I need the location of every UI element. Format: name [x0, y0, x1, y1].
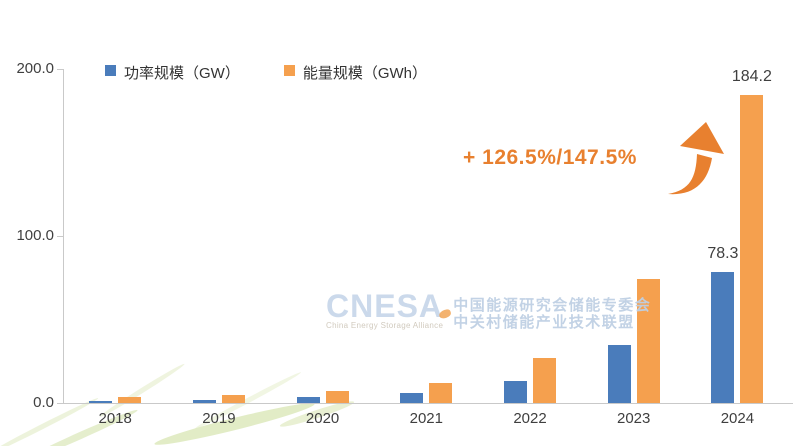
cnesa-chinese-text: 中国能源研究会储能专委会 中关村储能产业技术联盟 — [453, 297, 651, 331]
legend-item-energy: 能量规模（GWh） — [283, 62, 427, 83]
x-tick-label: 2018 — [98, 410, 132, 427]
value-label-energy-2024: 184.2 — [731, 68, 772, 86]
bar-energy-2019 — [221, 395, 245, 403]
bar-energy-2018 — [118, 397, 142, 403]
y-tick-mark — [57, 68, 63, 70]
x-tick-label: 2020 — [305, 410, 340, 427]
legend: 功率规模（GW） 能量规模（GWh） — [105, 62, 427, 83]
y-tick-label: 100.0 — [16, 227, 54, 244]
legend-label-energy: 能量规模（GWh） — [302, 65, 427, 82]
bar-energy-2024 — [740, 95, 764, 403]
value-label-power-2024: 78.3 — [707, 245, 739, 263]
y-axis — [63, 69, 64, 403]
x-axis — [62, 403, 793, 404]
cnesa-watermark: CNESA China Energy Storage Alliance 中国能源… — [326, 288, 651, 331]
y-tick-label: 0.0 — [33, 394, 54, 411]
x-tick-label: 2023 — [617, 410, 651, 427]
bar-energy-2023 — [636, 279, 660, 403]
bar-energy-2020 — [325, 391, 349, 403]
bar-power-2024 — [711, 272, 735, 403]
y-tick-mark — [57, 402, 63, 404]
x-tick-label: 2021 — [409, 410, 443, 427]
watermark-line1: 中国能源研究会储能专委会 — [453, 297, 652, 314]
cnesa-logo: CNESA — [326, 288, 444, 324]
legend-item-power: 功率规模（GW） — [105, 62, 240, 83]
cnesa-tagline: China Energy Storage Alliance — [326, 321, 444, 330]
bar-power-2019 — [192, 400, 216, 403]
bar-energy-2022 — [533, 358, 556, 403]
bar-energy-2021 — [429, 383, 453, 403]
y-tick-label: 200.0 — [16, 60, 54, 77]
y-tick-mark — [57, 235, 63, 237]
legend-swatch-power-icon — [105, 65, 116, 76]
x-tick-label: 2024 — [720, 410, 755, 427]
bar-power-2023 — [607, 345, 631, 403]
growth-annotation: + 126.5%/147.5% — [463, 146, 637, 169]
growth-arrow-icon — [668, 122, 724, 195]
x-tick-label: 2019 — [202, 410, 236, 427]
watermark-line2: 中关村储能产业技术联盟 — [453, 314, 635, 331]
legend-label-power: 功率规模（GW） — [124, 65, 240, 82]
cnesa-logo-block: CNESA China Energy Storage Alliance — [326, 288, 453, 331]
bar-power-2018 — [89, 401, 113, 403]
legend-swatch-energy-icon — [283, 65, 295, 76]
x-tick-label: 2022 — [513, 410, 547, 427]
bar-power-2020 — [296, 397, 320, 403]
bar-power-2021 — [400, 393, 424, 403]
bar-power-2022 — [504, 381, 527, 403]
